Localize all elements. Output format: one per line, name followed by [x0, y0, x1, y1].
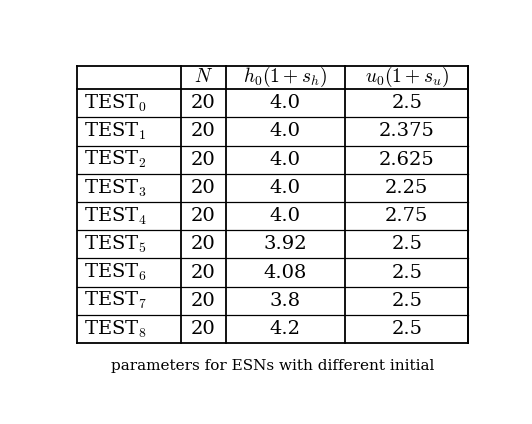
Text: TEST$_2$: TEST$_2$ — [84, 149, 147, 170]
Text: TEST$_5$: TEST$_5$ — [84, 234, 147, 255]
Text: TEST$_0$: TEST$_0$ — [84, 92, 147, 114]
Text: TEST$_1$: TEST$_1$ — [84, 121, 146, 142]
Text: 20: 20 — [191, 123, 215, 140]
Text: 2.75: 2.75 — [385, 207, 428, 225]
Text: 2.5: 2.5 — [392, 235, 422, 253]
Text: TEST$_3$: TEST$_3$ — [84, 177, 147, 198]
Text: 4.0: 4.0 — [270, 123, 301, 140]
Text: 2.375: 2.375 — [379, 123, 435, 140]
Text: 20: 20 — [191, 320, 215, 338]
Text: 2.625: 2.625 — [379, 151, 435, 169]
Text: 4.0: 4.0 — [270, 207, 301, 225]
Text: $N$: $N$ — [194, 68, 213, 86]
Text: 20: 20 — [191, 207, 215, 225]
Text: 3.92: 3.92 — [263, 235, 307, 253]
Text: 4.0: 4.0 — [270, 151, 301, 169]
Text: TEST$_7$: TEST$_7$ — [84, 290, 147, 311]
Text: 4.08: 4.08 — [264, 264, 307, 282]
Text: 20: 20 — [191, 151, 215, 169]
Text: 2.5: 2.5 — [392, 94, 422, 112]
Text: TEST$_4$: TEST$_4$ — [84, 206, 147, 227]
Text: $u_0(1+s_u)$: $u_0(1+s_u)$ — [364, 65, 449, 89]
Text: 20: 20 — [191, 179, 215, 197]
Text: 4.2: 4.2 — [270, 320, 301, 338]
Text: 20: 20 — [191, 235, 215, 253]
Text: $h_0(1+s_h)$: $h_0(1+s_h)$ — [243, 65, 328, 89]
Text: 4.0: 4.0 — [270, 94, 301, 112]
Text: 2.5: 2.5 — [392, 264, 422, 282]
Text: 3.8: 3.8 — [270, 292, 301, 310]
Text: 2.5: 2.5 — [392, 320, 422, 338]
Text: 20: 20 — [191, 264, 215, 282]
Text: 20: 20 — [191, 94, 215, 112]
Text: parameters for ESNs with different initial: parameters for ESNs with different initi… — [111, 359, 434, 373]
Text: TEST$_6$: TEST$_6$ — [84, 262, 147, 283]
Text: 2.5: 2.5 — [392, 292, 422, 310]
Text: 2.25: 2.25 — [385, 179, 428, 197]
Text: TEST$_8$: TEST$_8$ — [84, 318, 147, 340]
Text: 4.0: 4.0 — [270, 179, 301, 197]
Text: 20: 20 — [191, 292, 215, 310]
